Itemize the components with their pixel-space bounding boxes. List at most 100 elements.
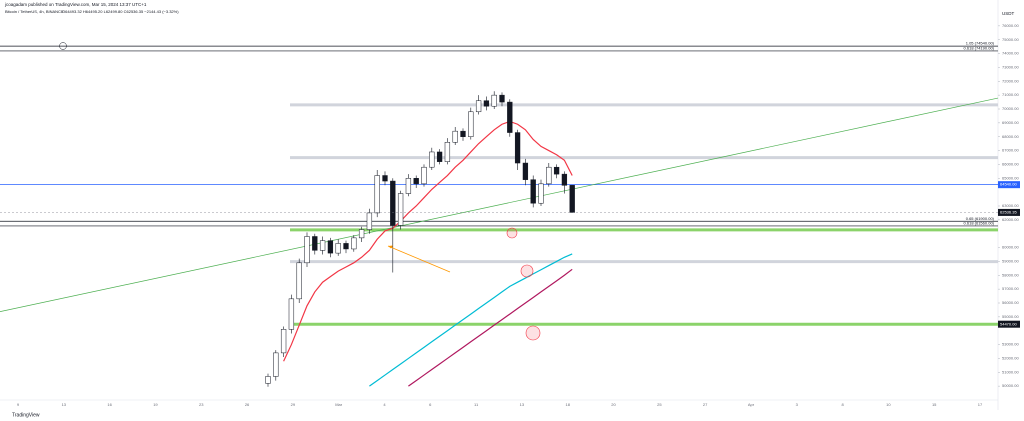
x-tick-label: 20 [611,402,616,407]
candle-body [507,101,513,133]
x-tick-label: 29 [291,402,296,407]
candle-body [522,162,529,180]
candle-body [273,352,279,377]
x-tick-label: 18 [565,402,570,407]
x-tick-label: 4 [383,402,386,407]
x-tick-label: 6 [429,402,432,407]
y-tick-label: 69000.00 [1002,120,1019,125]
y-tick-label: 75000.00 [1002,37,1019,42]
x-tick-label: 10 [886,402,891,407]
candle-body [436,151,443,162]
x-tick-label: Mar [335,402,343,407]
x-tick-label: 9 [17,402,20,407]
x-tick-label: 13 [62,402,67,407]
candle-body [561,173,568,186]
x-tick-label: 3 [796,402,799,407]
y-tick-label: 52000.00 [1002,355,1019,360]
candle-body [491,94,497,107]
y-tick-label: 71000.00 [1002,92,1019,97]
candle-body [429,151,435,168]
candle-body [475,100,482,113]
price-label-box [998,208,1020,216]
candle-body [312,236,318,251]
last-price-label: 62536.35 [1000,209,1017,214]
y-tick-label: 63000.00 [1002,203,1019,208]
candle-body [265,376,271,384]
candle-body [319,240,326,251]
candle-body [335,243,341,254]
x-tick-label: 11 [474,402,479,407]
candle-body [296,262,302,300]
y-tick-label: 55000.00 [1002,314,1019,319]
y-tick-label: 51000.00 [1002,369,1019,374]
plot: 76000.00 75000.00 74000.00 73000.00 72000.00… [0,23,1020,407]
x-tick-label: Apr [748,402,755,407]
moving-average [369,253,573,387]
level-label: 0.65 (61900.00) [966,216,995,221]
candle-body [358,229,365,239]
y-tick-label: 56000.00 [1002,300,1019,305]
candle-body [413,178,419,185]
candle-body [351,237,357,250]
y-tick-label: 67000.00 [1002,148,1019,153]
y-tick-label: 60000.00 [1002,245,1019,250]
ohlc: O64493.32 H64495.20 L62499.80 C62536.35 … [62,9,179,14]
circle-marker [506,227,518,239]
price-label: 54470.00 [1000,321,1017,326]
level-label: 1.05 (74540.00) [966,41,995,46]
price-label-box [998,181,1020,189]
candle-body [288,298,295,330]
arrow [387,245,451,273]
circle-marker [525,325,541,341]
y-tick-label: 74000.00 [1002,51,1019,56]
y-tick-label: 58000.00 [1002,272,1019,277]
candle-body [280,329,287,354]
y-tick-label: 57000.00 [1002,286,1019,291]
x-tick-label: 26 [245,402,250,407]
circle-marker [520,264,534,278]
y-tick-label: 59000.00 [1002,258,1019,263]
x-tick-label: 19 [153,402,158,407]
x-tick-label: 23 [199,402,204,407]
candle-body [468,111,474,137]
x-tick-label: 17 [978,402,983,407]
publisher: jcoagadam published on TradingView.com, … [4,2,147,7]
candle-body [546,166,552,185]
x-tick-label: 27 [703,402,708,407]
price-label-box [998,320,1020,328]
y-tick-label: 70000.00 [1002,106,1019,111]
brand: TradingView [12,412,40,418]
level-label: 0.618 (74190.00) [964,46,995,51]
price-label: 64540.00 [1000,182,1017,187]
x-tick-label: 16 [107,402,112,407]
candle-body [343,243,349,250]
y-tick-label: 66000.00 [1002,161,1019,166]
candle-body [397,193,404,226]
candle-body [499,94,505,103]
wave-marker [59,42,67,50]
y-tick-label: 72000.00 [1002,78,1019,83]
candle-body [374,175,380,214]
y-tick-label: 73000.00 [1002,64,1019,69]
candle-body [390,180,396,226]
x-tick-label: 8 [841,402,844,407]
y-tick-label: 68000.00 [1002,134,1019,139]
candle-body [452,130,458,143]
candle-body [553,166,560,175]
x-tick-label: 25 [657,402,662,407]
trendline [0,97,999,313]
candle-body [460,130,466,137]
candle-body [405,178,412,194]
candle-body [366,212,373,230]
y-tick-label: 62000.00 [1002,217,1019,222]
candle-body [304,236,310,264]
candle-body [483,100,490,107]
moving-average [283,120,573,362]
candle-body [444,142,451,162]
symbol: Bitcoin / TetherUS, 4h, BINANCE [5,9,64,14]
candle-body [514,132,521,164]
candle-body [538,183,544,204]
candle-body [327,240,334,254]
candle-body [569,185,575,213]
